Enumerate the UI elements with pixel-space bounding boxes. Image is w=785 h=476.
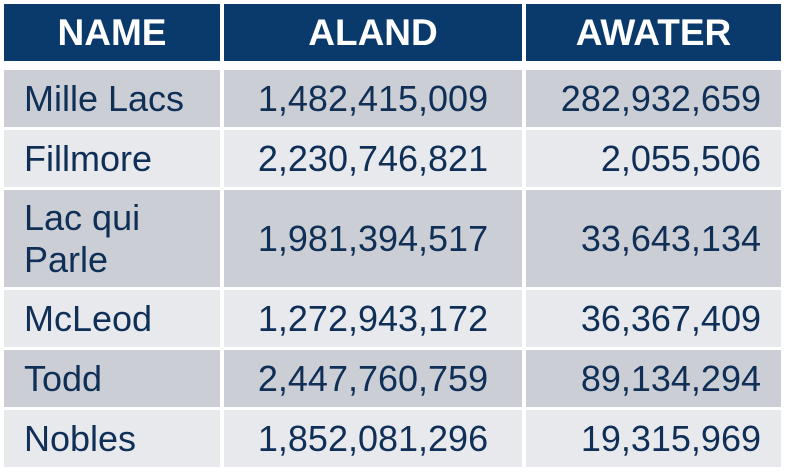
data-table: NAME ALAND AWATER Mille Lacs 1,482,415,0…	[4, 4, 781, 467]
cell-aland: 2,447,760,759	[224, 350, 522, 407]
cell-awater: 89,134,294	[526, 350, 781, 407]
table-row: McLeod 1,272,943,172 36,367,409	[4, 290, 781, 347]
cell-awater: 36,367,409	[526, 290, 781, 347]
table-row: Todd 2,447,760,759 89,134,294	[4, 350, 781, 407]
table-row: Fillmore 2,230,746,821 2,055,506	[4, 130, 781, 187]
cell-awater: 19,315,969	[526, 410, 781, 467]
table-row: Mille Lacs 1,482,415,009 282,932,659	[4, 70, 781, 127]
cell-name: Nobles	[4, 410, 220, 467]
cell-awater: 2,055,506	[526, 130, 781, 187]
cell-aland: 1,981,394,517	[224, 190, 522, 287]
cell-aland: 1,852,081,296	[224, 410, 522, 467]
cell-name: Mille Lacs	[4, 70, 220, 127]
table-header: NAME ALAND AWATER	[4, 4, 781, 61]
header-name[interactable]: NAME	[4, 4, 220, 61]
cell-awater: 282,932,659	[526, 70, 781, 127]
cell-aland: 1,272,943,172	[224, 290, 522, 347]
cell-awater: 33,643,134	[526, 190, 781, 287]
cell-name-text: Lac qui Parle	[24, 196, 141, 280]
table-row: Nobles 1,852,081,296 19,315,969	[4, 410, 781, 467]
table-row: Lac qui Parle 1,981,394,517 33,643,134	[4, 190, 781, 287]
cell-aland: 1,482,415,009	[224, 70, 522, 127]
header-awater[interactable]: AWATER	[526, 4, 781, 61]
cell-name: Fillmore	[4, 130, 220, 187]
cell-name: McLeod	[4, 290, 220, 347]
cell-name: Todd	[4, 350, 220, 407]
cell-name: Lac qui Parle	[4, 190, 220, 287]
header-aland[interactable]: ALAND	[224, 4, 522, 61]
cell-aland: 2,230,746,821	[224, 130, 522, 187]
